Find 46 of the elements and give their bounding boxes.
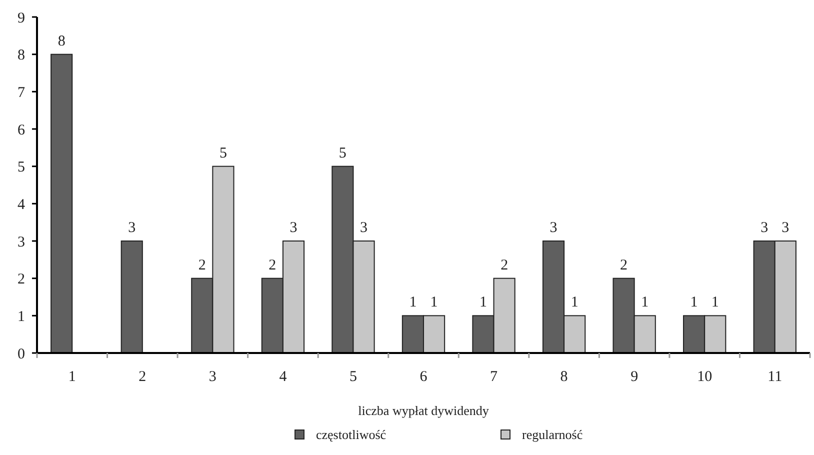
data-label: 5	[338, 145, 346, 162]
data-label: 3	[760, 220, 768, 236]
y-tick-label: 1	[18, 308, 25, 325]
x-tick-label: 4	[279, 369, 288, 385]
data-label: 1	[479, 294, 487, 311]
data-label: 3	[290, 220, 298, 236]
y-tick-label: 8	[18, 48, 25, 64]
x-axis-title: liczba wypłat dywidendy	[358, 403, 490, 418]
data-label: 2	[198, 257, 206, 274]
x-tick-label: 5	[349, 369, 357, 385]
data-label: 3	[360, 220, 368, 236]
x-tick-label: 11	[768, 369, 782, 385]
x-tick-label: 9	[630, 369, 638, 385]
data-label: 1	[711, 294, 719, 311]
data-label: 5	[219, 145, 227, 162]
x-tick-label: 8	[560, 369, 568, 385]
x-tick-label: 6	[420, 369, 428, 385]
y-tick-label: 5	[18, 160, 25, 176]
y-tick-label: 0	[18, 346, 25, 362]
bar	[50, 54, 73, 354]
x-tick-label: 2	[138, 369, 146, 385]
data-label: 8	[58, 33, 66, 50]
data-label: 1	[430, 294, 438, 311]
y-tick-label: 6	[18, 122, 26, 138]
x-tick-label: 1	[68, 369, 76, 385]
data-label: 1	[690, 294, 698, 311]
x-tick-label: 10	[697, 369, 712, 385]
y-tick-label: 9	[18, 10, 25, 26]
x-tick-label: 7	[490, 369, 498, 385]
legend-label: częstotliwość	[316, 427, 386, 442]
bar	[120, 240, 143, 354]
y-tick-label: 7	[18, 84, 26, 101]
data-label: 1	[641, 294, 649, 311]
data-label: 3	[128, 220, 136, 236]
data-label: 2	[268, 257, 276, 274]
data-label: 3	[550, 220, 558, 236]
data-label: 1	[409, 294, 417, 311]
x-tick-label: 3	[208, 369, 216, 385]
legend-label: regularność	[522, 427, 583, 442]
data-label: 2	[620, 257, 628, 274]
data-label: 3	[782, 220, 790, 236]
data-label: 2	[500, 257, 508, 274]
y-tick-label: 4	[18, 196, 26, 213]
y-tick-label: 2	[18, 272, 25, 288]
y-tick-label: 3	[18, 234, 25, 250]
data-label: 1	[570, 294, 578, 311]
